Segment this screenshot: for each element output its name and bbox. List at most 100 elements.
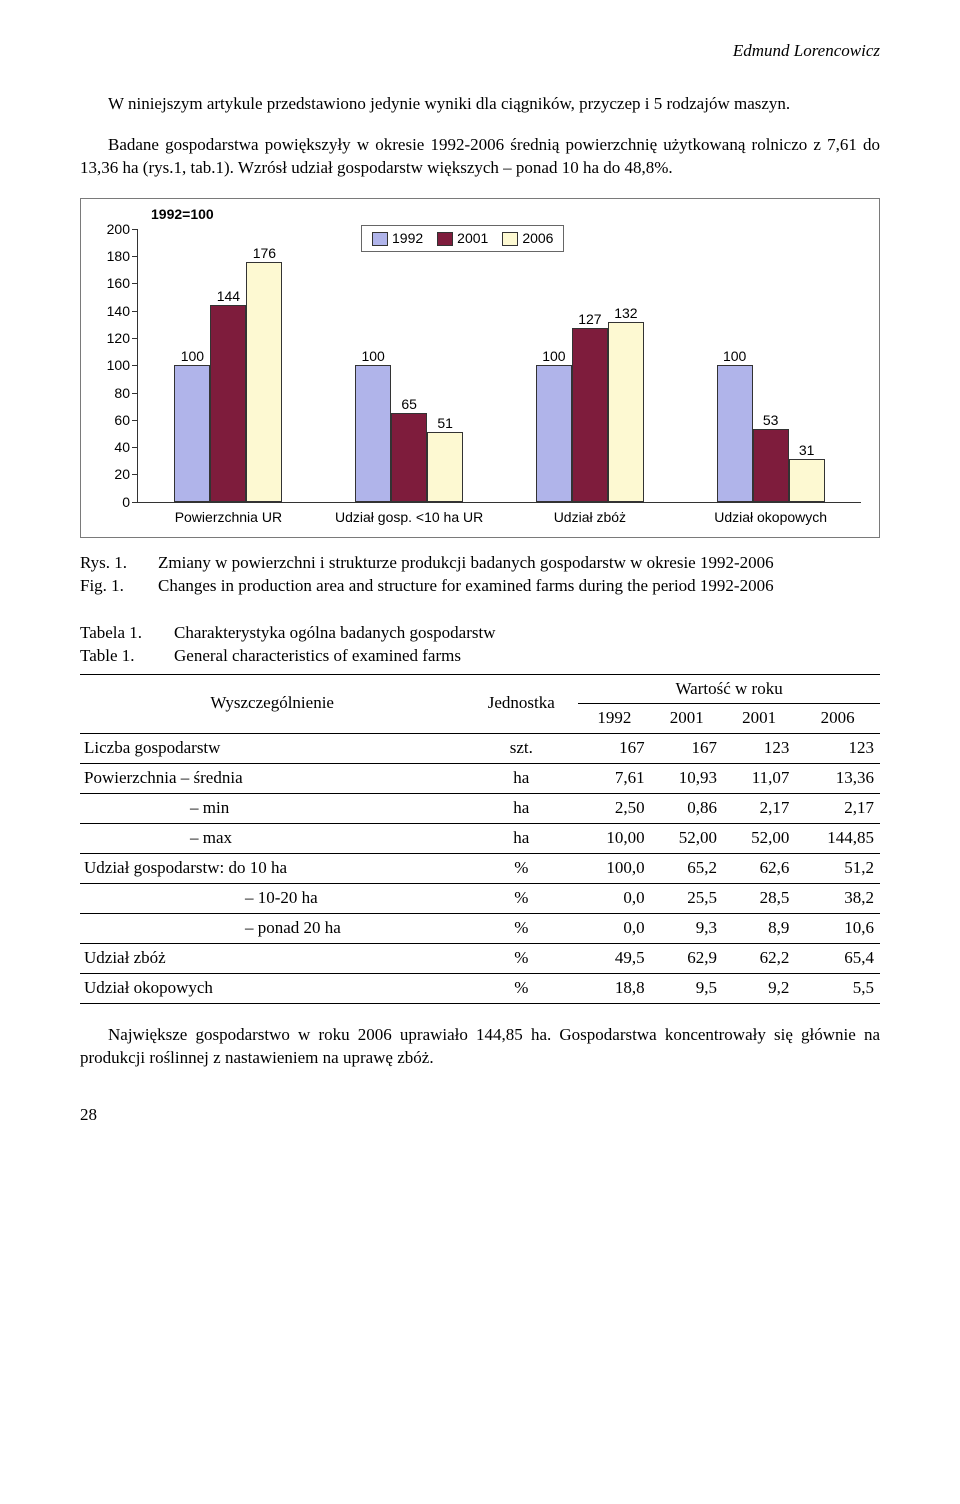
- table-title-pl-text: Charakterystyka ogólna badanych gospodar…: [174, 622, 880, 645]
- row-value: 65,4: [795, 943, 880, 973]
- row-label: Liczba gospodarstw: [80, 734, 464, 764]
- table-row: – maxha10,0052,0052,00144,85: [80, 824, 880, 854]
- row-value: 18,8: [578, 973, 650, 1003]
- row-value: 11,07: [723, 764, 795, 794]
- chart-bar: 65: [391, 413, 427, 502]
- row-value: 51,2: [795, 854, 880, 884]
- col-header-year: 2001: [723, 704, 795, 734]
- y-tick-label: 180: [107, 249, 138, 263]
- row-value: 38,2: [795, 884, 880, 914]
- bar-value-label: 100: [181, 349, 204, 363]
- table-row: – minha2,500,862,172,17: [80, 794, 880, 824]
- row-unit: %: [464, 943, 578, 973]
- row-value: 5,5: [795, 973, 880, 1003]
- table-title: Tabela 1. Charakterystyka ogólna badanyc…: [80, 622, 880, 668]
- fig-caption-en-tag: Fig. 1.: [80, 575, 144, 598]
- paragraph-2: Badane gospodarstwa powiększyły w okresi…: [80, 134, 880, 180]
- chart-bar: 100: [355, 365, 391, 502]
- chart-indicator: 1992=100: [151, 207, 214, 221]
- row-unit: %: [464, 973, 578, 1003]
- table-row: Udział gospodarstw: do 10 ha%100,065,262…: [80, 854, 880, 884]
- row-unit: szt.: [464, 734, 578, 764]
- bar-value-label: 65: [401, 397, 417, 411]
- col-header-unit: Jednostka: [464, 674, 578, 734]
- y-tick-label: 120: [107, 331, 138, 345]
- row-unit: ha: [464, 764, 578, 794]
- table-row: Liczba gospodarstwszt.167167123123: [80, 734, 880, 764]
- y-tick-label: 100: [107, 358, 138, 372]
- y-tick-label: 40: [114, 440, 138, 454]
- y-tick-label: 0: [122, 495, 138, 509]
- row-value: 7,61: [578, 764, 650, 794]
- row-unit: %: [464, 854, 578, 884]
- chart-bar: 100: [174, 365, 210, 502]
- chart-bar: 132: [608, 322, 644, 502]
- row-value: 9,5: [651, 973, 723, 1003]
- y-tick-label: 80: [114, 386, 138, 400]
- chart-bar: 127: [572, 328, 608, 501]
- table-row: – ponad 20 ha%0,09,38,910,6: [80, 914, 880, 944]
- row-value: 2,50: [578, 794, 650, 824]
- figure-caption: Rys. 1. Zmiany w powierzchni i strukturz…: [80, 552, 880, 598]
- chart-group: 1006551Udział gosp. <10 ha UR: [319, 229, 500, 502]
- row-value: 167: [578, 734, 650, 764]
- chart-group: 1005331Udział okopowych: [680, 229, 861, 502]
- bar-value-label: 100: [723, 349, 746, 363]
- row-label: Udział gospodarstw: do 10 ha: [80, 854, 464, 884]
- legend-label: 2006: [522, 230, 553, 246]
- bar-value-label: 53: [763, 413, 779, 427]
- x-axis-label: Powierzchnia UR: [138, 502, 319, 524]
- data-table: WyszczególnienieJednostkaWartość w roku1…: [80, 674, 880, 1004]
- fig-caption-pl-text: Zmiany w powierzchni i strukturze produk…: [158, 552, 880, 575]
- row-label: Powierzchnia – średnia: [80, 764, 464, 794]
- row-value: 0,86: [651, 794, 723, 824]
- row-value: 25,5: [651, 884, 723, 914]
- row-value: 13,36: [795, 764, 880, 794]
- bar-value-label: 144: [217, 289, 240, 303]
- page-number: 28: [80, 1104, 880, 1127]
- chart-bar: 144: [210, 305, 246, 502]
- legend-swatch: [437, 232, 453, 246]
- row-value: 9,2: [723, 973, 795, 1003]
- col-header-year: 2001: [651, 704, 723, 734]
- chart-bar: 100: [717, 365, 753, 502]
- row-unit: ha: [464, 794, 578, 824]
- fig-caption-pl-tag: Rys. 1.: [80, 552, 144, 575]
- bar-value-label: 176: [253, 246, 276, 260]
- row-value: 2,17: [795, 794, 880, 824]
- bar-value-label: 31: [799, 443, 815, 457]
- row-value: 100,0: [578, 854, 650, 884]
- table-row: Powierzchnia – średniaha7,6110,9311,0713…: [80, 764, 880, 794]
- chart-bar: 51: [427, 432, 463, 502]
- x-axis-label: Udział zbóż: [500, 502, 681, 524]
- row-unit: %: [464, 884, 578, 914]
- chart-plot-area: 100144176Powierzchnia UR1006551Udział go…: [137, 229, 861, 503]
- bar-value-label: 132: [614, 306, 637, 320]
- row-label: – max: [80, 824, 464, 854]
- row-label: – 10-20 ha: [80, 884, 464, 914]
- bar-value-label: 100: [361, 349, 384, 363]
- legend-swatch: [502, 232, 518, 246]
- legend-label: 2001: [457, 230, 488, 246]
- author-name: Edmund Lorencowicz: [80, 40, 880, 63]
- x-axis-label: Udział gosp. <10 ha UR: [319, 502, 500, 524]
- row-value: 49,5: [578, 943, 650, 973]
- row-unit: ha: [464, 824, 578, 854]
- legend-item: 2001: [437, 231, 488, 246]
- row-value: 0,0: [578, 884, 650, 914]
- row-value: 10,6: [795, 914, 880, 944]
- row-value: 123: [723, 734, 795, 764]
- row-value: 52,00: [723, 824, 795, 854]
- chart-bar: 176: [246, 262, 282, 502]
- row-value: 62,9: [651, 943, 723, 973]
- chart-bar: 31: [789, 459, 825, 501]
- row-value: 9,3: [651, 914, 723, 944]
- row-label: Udział okopowych: [80, 973, 464, 1003]
- row-unit: %: [464, 914, 578, 944]
- row-label: – ponad 20 ha: [80, 914, 464, 944]
- table-title-pl-tag: Tabela 1.: [80, 622, 160, 645]
- x-axis-label: Udział okopowych: [680, 502, 861, 524]
- col-header-year: 1992: [578, 704, 650, 734]
- row-value: 62,2: [723, 943, 795, 973]
- table-title-en-text: General characteristics of examined farm…: [174, 645, 880, 668]
